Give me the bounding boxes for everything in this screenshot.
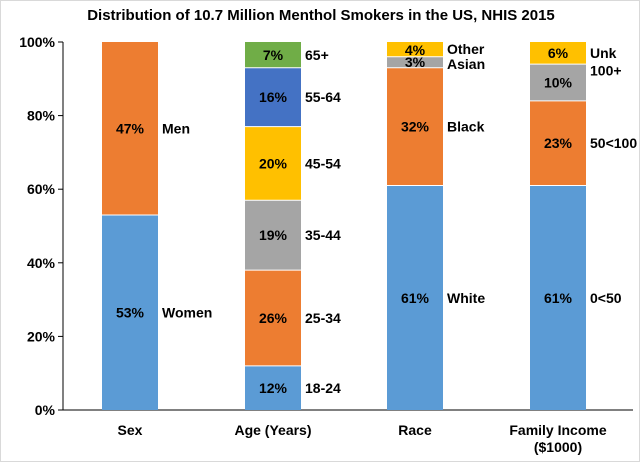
- data-label: 61%: [544, 290, 573, 306]
- data-label: 3%: [405, 54, 426, 70]
- bar-segment: [530, 100, 586, 186]
- bar-1: 12% 18-24 26% 25-34 19% 35-44 20% 45-54 16% 55-64…: [245, 42, 341, 410]
- segment-label: 25-34: [305, 310, 341, 326]
- bar-segment: [387, 185, 443, 410]
- data-label: 61%: [401, 290, 430, 306]
- data-label: 4%: [405, 42, 426, 58]
- y-tick-label: 40%: [27, 255, 56, 271]
- bar-segment: [245, 200, 301, 271]
- segment-label: 50<100: [590, 135, 637, 151]
- bars: 53% Women 47% Men 12% 18-24 26% 25-34 19% 35-44 20…: [102, 41, 637, 410]
- data-label: 19%: [259, 227, 288, 243]
- segment-label: Unk: [590, 45, 617, 61]
- data-label: 16%: [259, 89, 288, 105]
- bar-0: 53% Women 47% Men: [102, 42, 212, 410]
- x-category-label: Sex: [118, 422, 143, 438]
- bar-segment: [530, 64, 586, 101]
- segment-label: 0<50: [590, 290, 622, 306]
- y-tick-label: 100%: [19, 34, 55, 50]
- data-label: 32%: [401, 119, 430, 135]
- segment-label: Women: [162, 304, 212, 320]
- bar-segment: [245, 67, 301, 127]
- bar-segment: [530, 42, 586, 65]
- y-tick-label: 80%: [27, 108, 56, 124]
- x-category-label: ($1000): [534, 439, 582, 455]
- segment-label: 100+: [590, 62, 622, 78]
- x-category-label: Age (Years): [234, 422, 311, 438]
- y-tick-label: 0%: [35, 402, 56, 418]
- segment-label: 18-24: [305, 380, 341, 396]
- x-category-label: Family Income: [509, 422, 606, 438]
- segment-label: Black: [447, 119, 485, 135]
- bar-segment: [245, 126, 301, 201]
- bar-segment: [387, 42, 443, 57]
- y-tick-label: 60%: [27, 181, 56, 197]
- x-category-label: Race: [398, 422, 432, 438]
- segment-label: Asian: [447, 56, 485, 72]
- data-label: 20%: [259, 155, 288, 171]
- segment-label: White: [447, 290, 485, 306]
- data-label: 7%: [263, 47, 284, 63]
- bar-segment: [387, 67, 443, 186]
- segment-label: Other: [447, 41, 485, 57]
- data-label: 26%: [259, 310, 288, 326]
- bar-segment: [245, 270, 301, 366]
- data-label: 53%: [116, 304, 145, 320]
- segment-label: Men: [162, 120, 190, 136]
- segment-label: 35-44: [305, 227, 341, 243]
- bar-3: 61% 0<50 23% 50<100 10% 100+ 6% Unk: [530, 42, 637, 410]
- data-label: 47%: [116, 120, 145, 136]
- bar-segment: [245, 365, 301, 410]
- x-axis-categories: Sex Age (Years) Race Family Income($1000): [118, 422, 607, 455]
- data-label: 10%: [544, 74, 573, 90]
- bar-2: 61% White 32% Black 3% Asian 4% Other: [387, 41, 485, 410]
- data-label: 23%: [544, 135, 573, 151]
- bar-segment: [102, 42, 158, 215]
- data-label: 6%: [548, 45, 569, 61]
- segment-label: 65+: [305, 47, 329, 63]
- chart-title: Distribution of 10.7 Million Menthol Smo…: [87, 7, 555, 24]
- bar-segment: [387, 56, 443, 68]
- bar-segment: [102, 214, 158, 410]
- bar-segment: [530, 185, 586, 410]
- bar-segment: [245, 42, 301, 68]
- y-tick-label: 20%: [27, 328, 56, 344]
- data-label: 12%: [259, 380, 288, 396]
- segment-label: 55-64: [305, 89, 341, 105]
- segment-label: 45-54: [305, 155, 341, 171]
